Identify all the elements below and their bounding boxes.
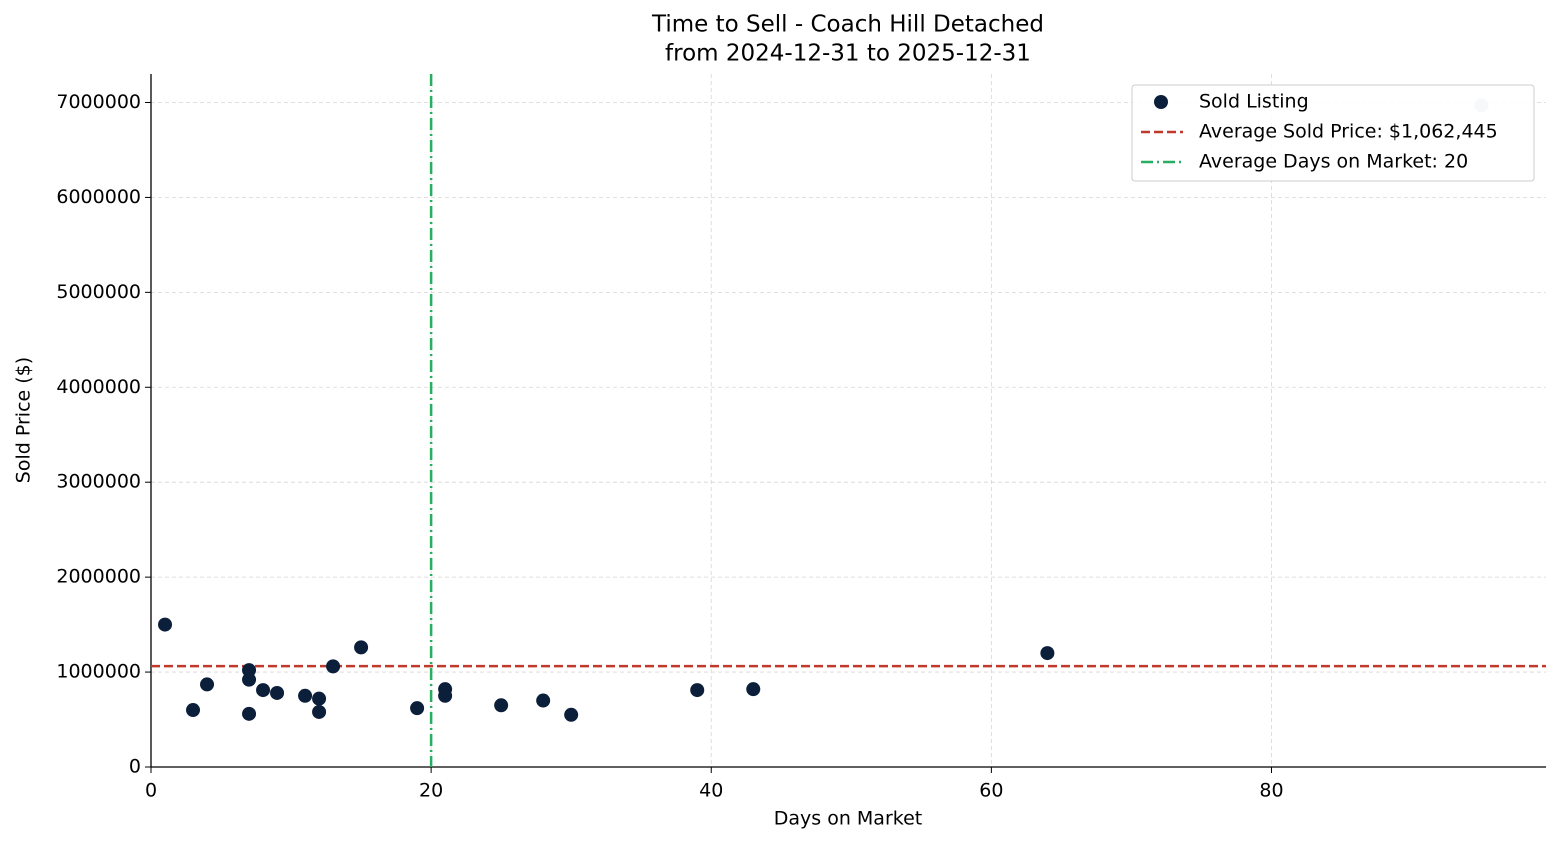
x-axis-label: Days on Market <box>774 808 922 830</box>
data-point <box>242 672 257 687</box>
y-tick-label: 2000000 <box>56 566 141 588</box>
x-tick-label: 40 <box>699 780 723 802</box>
data-point <box>158 617 173 632</box>
y-axis-label: Sold Price ($) <box>13 357 35 483</box>
data-point <box>354 640 369 655</box>
y-tick-label: 7000000 <box>56 91 141 113</box>
data-point <box>312 704 327 719</box>
y-tick-label: 1000000 <box>56 661 141 683</box>
data-point <box>270 685 285 700</box>
y-tick-label: 4000000 <box>56 376 141 398</box>
chart-title: Time to Sell - Coach Hill Detached <box>651 12 1044 38</box>
y-tick-label: 6000000 <box>56 186 141 208</box>
chart-subtitle: from 2024-12-31 to 2025-12-31 <box>665 41 1031 67</box>
legend: Sold Listing Average Sold Price: $1,062,4… <box>1131 84 1535 182</box>
legend-box <box>1131 84 1535 182</box>
data-point <box>564 707 579 722</box>
data-point <box>256 683 271 698</box>
x-tick-label: 80 <box>1259 780 1283 802</box>
data-point <box>312 691 327 706</box>
data-point <box>242 706 257 721</box>
data-point <box>536 693 551 708</box>
x-tick-label: 60 <box>979 780 1003 802</box>
data-point <box>298 688 313 703</box>
x-tick-label: 0 <box>145 780 157 802</box>
x-tick-label: 20 <box>419 780 443 802</box>
data-point <box>200 677 215 692</box>
y-tick-label: 3000000 <box>56 471 141 493</box>
legend-label: Average Sold Price: $1,062,445 <box>1199 121 1498 143</box>
data-point <box>494 698 509 713</box>
legend-label: Average Days on Market: 20 <box>1199 151 1468 173</box>
data-point <box>410 701 425 716</box>
legend-label: Sold Listing <box>1199 91 1309 113</box>
y-tick-label: 0 <box>129 756 141 778</box>
data-point <box>746 682 761 697</box>
y-tick-label: 5000000 <box>56 281 141 303</box>
data-point <box>690 683 705 698</box>
legend-marker <box>1154 95 1168 109</box>
data-point <box>326 659 341 674</box>
data-point <box>186 703 201 718</box>
data-point <box>1040 646 1055 661</box>
data-point <box>438 688 453 703</box>
